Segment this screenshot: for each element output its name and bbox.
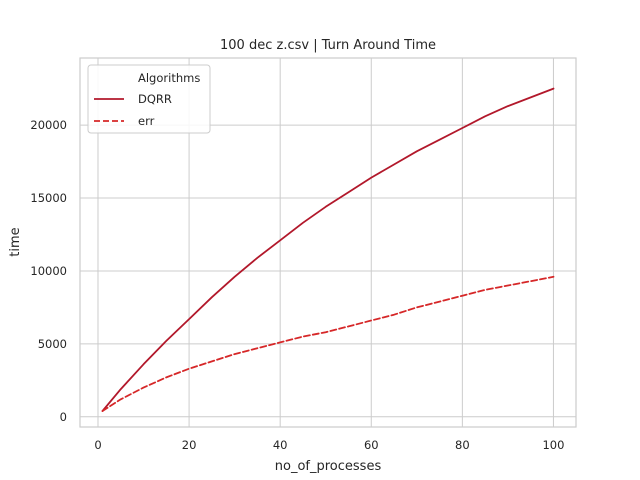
x-tick-label: 100 bbox=[542, 438, 564, 452]
plot-frame bbox=[79, 57, 577, 428]
y-tick-label: 0 bbox=[60, 410, 67, 424]
chart-title: 100 dec z.csv | Turn Around Time bbox=[220, 38, 436, 53]
y-tick-label: 5000 bbox=[38, 337, 67, 351]
legend-title: Algorithms bbox=[138, 71, 200, 85]
legend-label-dqrr: DQRR bbox=[138, 92, 172, 106]
x-tick-label: 60 bbox=[364, 438, 379, 452]
legend: Algorithms DQRR err bbox=[87, 64, 211, 134]
y-axis-label: time bbox=[8, 227, 23, 256]
x-tick-label: 0 bbox=[94, 438, 101, 452]
x-tick-label: 80 bbox=[455, 438, 470, 452]
series-group bbox=[101, 87, 555, 412]
legend-box bbox=[87, 64, 211, 134]
tick-labels: 0 20 40 60 80 100 0 5000 10000 15000 20000 bbox=[30, 118, 564, 452]
x-tick-label: 40 bbox=[273, 438, 288, 452]
legend-label-err: err bbox=[138, 114, 155, 128]
series-line-err bbox=[101, 275, 555, 412]
series-line-dqrr bbox=[101, 87, 555, 412]
x-tick-label: 20 bbox=[182, 438, 197, 452]
x-axis-label: no_of_processes bbox=[275, 459, 382, 474]
y-tick-label: 15000 bbox=[30, 191, 67, 205]
y-tick-label: 20000 bbox=[30, 118, 67, 132]
y-tick-label: 10000 bbox=[30, 264, 67, 278]
